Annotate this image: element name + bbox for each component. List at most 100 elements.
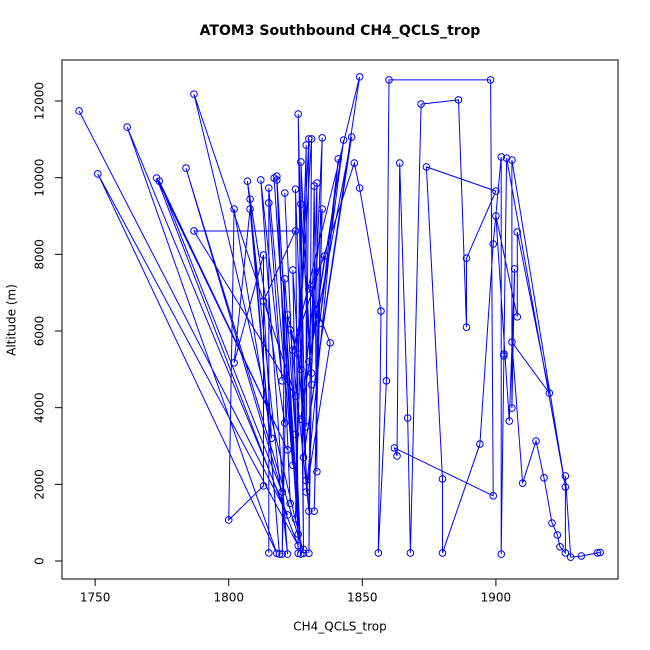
data-point bbox=[350, 159, 359, 167]
data-point bbox=[577, 552, 586, 560]
data-point bbox=[281, 275, 289, 283]
data-point bbox=[339, 136, 348, 144]
data-point bbox=[291, 185, 300, 193]
data-point bbox=[556, 543, 564, 551]
y-tick-label: 0 bbox=[33, 557, 47, 565]
data-point bbox=[355, 184, 364, 192]
x-tick-label: 1750 bbox=[80, 591, 111, 605]
data-point bbox=[406, 549, 415, 557]
data-point bbox=[492, 212, 500, 220]
data-point bbox=[548, 519, 556, 527]
data-point bbox=[508, 404, 516, 412]
data-point bbox=[289, 346, 297, 354]
data-point bbox=[155, 177, 164, 185]
data-point bbox=[310, 507, 319, 515]
data-point bbox=[305, 285, 313, 293]
data-point bbox=[273, 172, 281, 180]
data-point bbox=[313, 467, 321, 476]
data-point bbox=[286, 326, 294, 334]
data-point bbox=[489, 240, 498, 248]
data-point bbox=[500, 352, 508, 360]
data-point bbox=[508, 156, 516, 164]
data-point bbox=[318, 205, 327, 213]
data-point bbox=[267, 434, 276, 443]
data-point bbox=[246, 195, 254, 203]
data-point bbox=[561, 549, 570, 557]
data-point bbox=[259, 297, 268, 305]
data-point bbox=[297, 200, 305, 208]
data-point bbox=[374, 549, 383, 557]
data-point bbox=[75, 107, 83, 115]
data-point bbox=[224, 516, 233, 524]
x-tick-label: 1850 bbox=[347, 591, 378, 605]
data-point bbox=[561, 472, 570, 480]
data-point bbox=[281, 419, 289, 427]
x-axis-label: CH4_QCLS_trop bbox=[293, 620, 387, 634]
data-point bbox=[497, 153, 506, 161]
data-point bbox=[259, 482, 268, 490]
data-point bbox=[230, 359, 238, 367]
data-point bbox=[291, 430, 300, 439]
data-point bbox=[297, 158, 305, 166]
data-point bbox=[462, 323, 471, 331]
data-point bbox=[385, 76, 393, 84]
data-point bbox=[299, 545, 308, 554]
y-tick-label: 10000 bbox=[33, 159, 47, 197]
data-point bbox=[305, 135, 313, 143]
data-point bbox=[486, 76, 495, 84]
data-point bbox=[190, 90, 198, 98]
data-point bbox=[278, 488, 286, 496]
data-point bbox=[561, 483, 570, 491]
data-point bbox=[281, 189, 289, 197]
data-point bbox=[500, 350, 508, 358]
data-point bbox=[513, 228, 522, 236]
data-point bbox=[382, 377, 391, 385]
data-point bbox=[230, 205, 238, 213]
data-point bbox=[347, 133, 356, 141]
data-point bbox=[321, 252, 329, 260]
data-point bbox=[307, 135, 316, 143]
data-point bbox=[283, 511, 292, 519]
y-tick-label: 2000 bbox=[33, 469, 47, 500]
y-tick-label: 4000 bbox=[33, 392, 47, 423]
data-point bbox=[510, 265, 519, 273]
data-point bbox=[289, 266, 297, 274]
data-point bbox=[566, 553, 575, 561]
data-point bbox=[302, 488, 311, 496]
data-point bbox=[307, 369, 316, 377]
data-point bbox=[438, 475, 447, 483]
data-point bbox=[497, 550, 506, 558]
data-point bbox=[302, 141, 311, 149]
y-tick-label: 6000 bbox=[33, 316, 47, 347]
data-point bbox=[294, 549, 302, 558]
data-point bbox=[291, 392, 300, 400]
data-point bbox=[532, 437, 540, 445]
data-point bbox=[291, 515, 300, 523]
data-point bbox=[243, 177, 252, 185]
data-point bbox=[540, 474, 548, 482]
data-point bbox=[297, 365, 305, 374]
data-point bbox=[489, 492, 498, 500]
data-point bbox=[462, 254, 471, 262]
data-point bbox=[393, 452, 401, 460]
data-point bbox=[94, 170, 102, 178]
data-point bbox=[305, 507, 313, 515]
data-point bbox=[505, 417, 514, 425]
data-point bbox=[508, 338, 516, 346]
data-point bbox=[422, 163, 431, 171]
data-point bbox=[289, 461, 297, 469]
data-point bbox=[264, 184, 273, 192]
data-point bbox=[390, 444, 399, 452]
data-point bbox=[259, 251, 268, 259]
data-point bbox=[302, 423, 311, 431]
data-point bbox=[283, 311, 292, 319]
data-point bbox=[246, 205, 254, 213]
data-point bbox=[377, 307, 385, 315]
data-point bbox=[355, 73, 364, 81]
data-point bbox=[297, 415, 305, 423]
data-point bbox=[395, 159, 404, 167]
data-point bbox=[264, 199, 273, 207]
data-point bbox=[417, 100, 425, 108]
